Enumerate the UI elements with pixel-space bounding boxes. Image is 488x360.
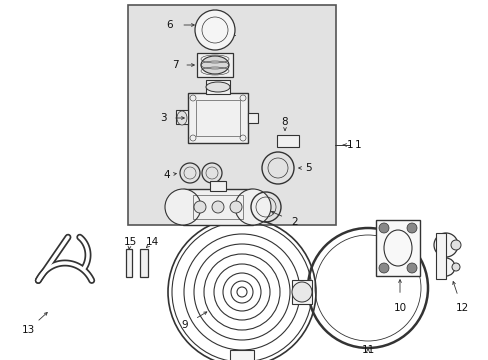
Circle shape xyxy=(433,233,457,257)
Circle shape xyxy=(450,240,460,250)
Text: 11: 11 xyxy=(361,345,374,355)
Circle shape xyxy=(194,201,205,213)
Circle shape xyxy=(406,223,416,233)
Circle shape xyxy=(235,189,270,225)
Bar xyxy=(176,110,187,124)
Circle shape xyxy=(291,282,311,302)
Text: 8: 8 xyxy=(281,117,288,127)
Text: 7: 7 xyxy=(171,60,178,70)
Text: 1: 1 xyxy=(354,140,361,150)
Ellipse shape xyxy=(201,56,228,74)
Ellipse shape xyxy=(177,111,186,125)
Ellipse shape xyxy=(205,82,229,92)
Circle shape xyxy=(406,263,416,273)
Bar xyxy=(435,233,445,279)
Bar xyxy=(197,53,232,77)
Text: 13: 13 xyxy=(21,325,35,335)
Bar xyxy=(276,135,298,147)
Bar xyxy=(126,249,132,277)
Bar xyxy=(291,280,311,304)
Text: 1: 1 xyxy=(346,140,353,150)
Circle shape xyxy=(229,201,242,213)
Bar xyxy=(205,80,229,94)
Text: 10: 10 xyxy=(393,303,406,313)
Text: 2: 2 xyxy=(291,217,298,227)
Circle shape xyxy=(378,223,388,233)
Text: 4: 4 xyxy=(163,170,170,180)
Bar xyxy=(196,100,240,136)
Circle shape xyxy=(212,201,224,213)
Text: 15: 15 xyxy=(123,237,136,247)
Bar xyxy=(140,249,148,277)
Text: 3: 3 xyxy=(160,113,166,123)
Bar xyxy=(247,113,258,123)
Bar xyxy=(209,181,225,191)
Text: 12: 12 xyxy=(454,303,468,313)
Text: 6: 6 xyxy=(166,20,173,30)
Circle shape xyxy=(164,189,201,225)
Circle shape xyxy=(436,258,454,276)
Bar xyxy=(183,189,252,225)
Circle shape xyxy=(378,263,388,273)
Circle shape xyxy=(451,263,459,271)
Bar xyxy=(128,5,335,225)
Bar xyxy=(375,220,419,276)
Text: 14: 14 xyxy=(145,237,158,247)
Text: 9: 9 xyxy=(182,320,188,330)
Bar xyxy=(193,195,243,219)
Circle shape xyxy=(195,10,235,50)
Bar xyxy=(229,350,253,360)
Text: 5: 5 xyxy=(304,163,311,173)
Bar xyxy=(187,93,247,143)
